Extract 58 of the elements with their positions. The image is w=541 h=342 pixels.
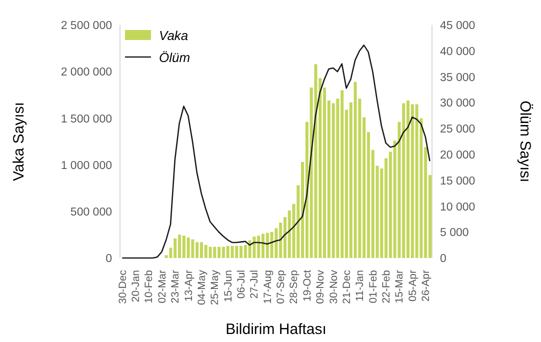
y2-tick-label: 35 000 [440, 72, 476, 84]
bar [248, 240, 252, 258]
x-tick-label: 01-Feb [367, 270, 380, 304]
bar [213, 246, 216, 258]
line-series [122, 44, 430, 259]
bar [186, 237, 190, 258]
y2-tick-label: 30 000 [440, 98, 476, 110]
x-tick-label: 06-Jul [236, 270, 248, 299]
y-tick-label: 2 000 000 [60, 66, 112, 79]
y2-tick-label: 15 000 [440, 175, 476, 188]
x-tick-label: 09-Nov [314, 269, 327, 304]
x-tick-label: 10-Feb [143, 270, 156, 304]
y2-tick-label: 5 000 [440, 227, 469, 240]
y-tick-label: 1 500 000 [60, 113, 112, 126]
bar [191, 239, 194, 258]
legend-label: Vaka [159, 28, 188, 42]
x-tick-label: 15-Jun [222, 270, 234, 302]
bar [314, 64, 318, 258]
x-tick-label: 02-Mar [156, 270, 168, 304]
x-tick-label: 15-Mar [394, 270, 406, 304]
x-tick-label: 17-Aug [262, 270, 274, 304]
y-tick-label: 2 500 000 [60, 20, 112, 32]
x-tick-label: 27-Jul [248, 270, 261, 299]
y-tick-label: 0 [106, 253, 112, 266]
bar [252, 236, 256, 258]
bar [226, 246, 230, 258]
bar [354, 82, 357, 258]
x-tick-label: 05-Apr [406, 269, 419, 302]
legend-label: Ölüm [159, 50, 190, 64]
x-tick-label: 26-Apr [420, 269, 432, 302]
x-tick-label: 19-Oct [301, 270, 314, 302]
bar [208, 246, 212, 258]
y-tick-label: 1 000 000 [60, 160, 112, 172]
x-tick-label: 30-Nov [328, 269, 340, 304]
x-tick-label: 04-May [196, 269, 208, 306]
y2-tick-label: 45 000 [440, 20, 476, 32]
x-axis-title: Bildirim Haftası [226, 321, 326, 338]
y2-tick-label: 20 000 [440, 150, 476, 162]
y-tick-label: 500 000 [70, 206, 112, 218]
y2-axis-title: Ölüm Sayısı [516, 100, 534, 182]
x-tick-label: 11-Jan [354, 270, 366, 302]
x-tick-label: 07-Sep [275, 270, 288, 304]
x-tick-label: 20-Jan [130, 270, 142, 302]
x-tick-label: 22-Feb [380, 270, 393, 304]
bar [270, 232, 274, 258]
x-tick-label: 13-Apr [182, 269, 195, 302]
bar [415, 104, 418, 258]
x-tick-label: 21-Dec [340, 270, 353, 304]
x-tick-label: 23-Mar [170, 270, 182, 304]
y2-tick-label: 10 000 [440, 201, 476, 214]
y2-tick-label: 40 000 [440, 46, 476, 58]
x-tick-label: 25-May [209, 269, 222, 306]
bar [230, 246, 234, 258]
y-axis-title: Vaka Sayısı [10, 102, 28, 181]
y2-tick-label: 0 [440, 253, 446, 266]
y2-tick-label: 25 000 [440, 124, 476, 136]
x-tick-label: 30-Dec [116, 270, 129, 304]
x-tick-label: 28-Sep [288, 270, 300, 304]
